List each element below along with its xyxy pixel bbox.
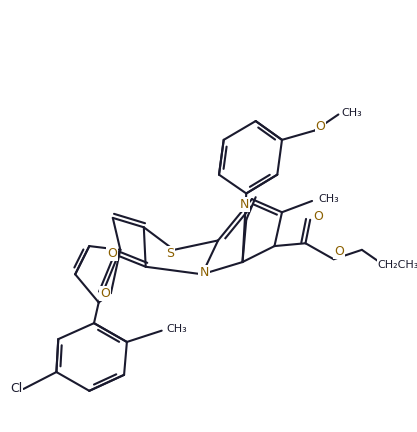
Text: O: O xyxy=(107,247,117,260)
Text: N: N xyxy=(240,198,249,211)
Text: CH₂CH₃: CH₂CH₃ xyxy=(378,260,417,270)
Text: O: O xyxy=(316,120,325,133)
Text: Cl: Cl xyxy=(10,382,22,395)
Text: CH₃: CH₃ xyxy=(319,194,339,204)
Text: O: O xyxy=(313,210,323,222)
Text: O: O xyxy=(100,286,110,299)
Text: CH₃: CH₃ xyxy=(166,324,187,334)
Text: S: S xyxy=(166,247,174,260)
Text: N: N xyxy=(199,266,208,279)
Text: O: O xyxy=(334,245,344,258)
Text: CH₃: CH₃ xyxy=(341,108,362,118)
